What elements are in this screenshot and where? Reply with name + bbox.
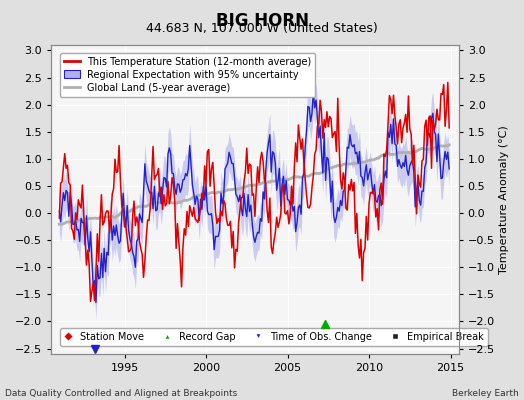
- Y-axis label: Temperature Anomaly (°C): Temperature Anomaly (°C): [499, 125, 509, 274]
- Text: 44.683 N, 107.000 W (United States): 44.683 N, 107.000 W (United States): [146, 22, 378, 35]
- Text: Data Quality Controlled and Aligned at Breakpoints: Data Quality Controlled and Aligned at B…: [5, 389, 237, 398]
- Text: Berkeley Earth: Berkeley Earth: [452, 389, 519, 398]
- Legend: Station Move, Record Gap, Time of Obs. Change, Empirical Break: Station Move, Record Gap, Time of Obs. C…: [60, 328, 488, 346]
- Text: BIG HORN: BIG HORN: [215, 12, 309, 30]
